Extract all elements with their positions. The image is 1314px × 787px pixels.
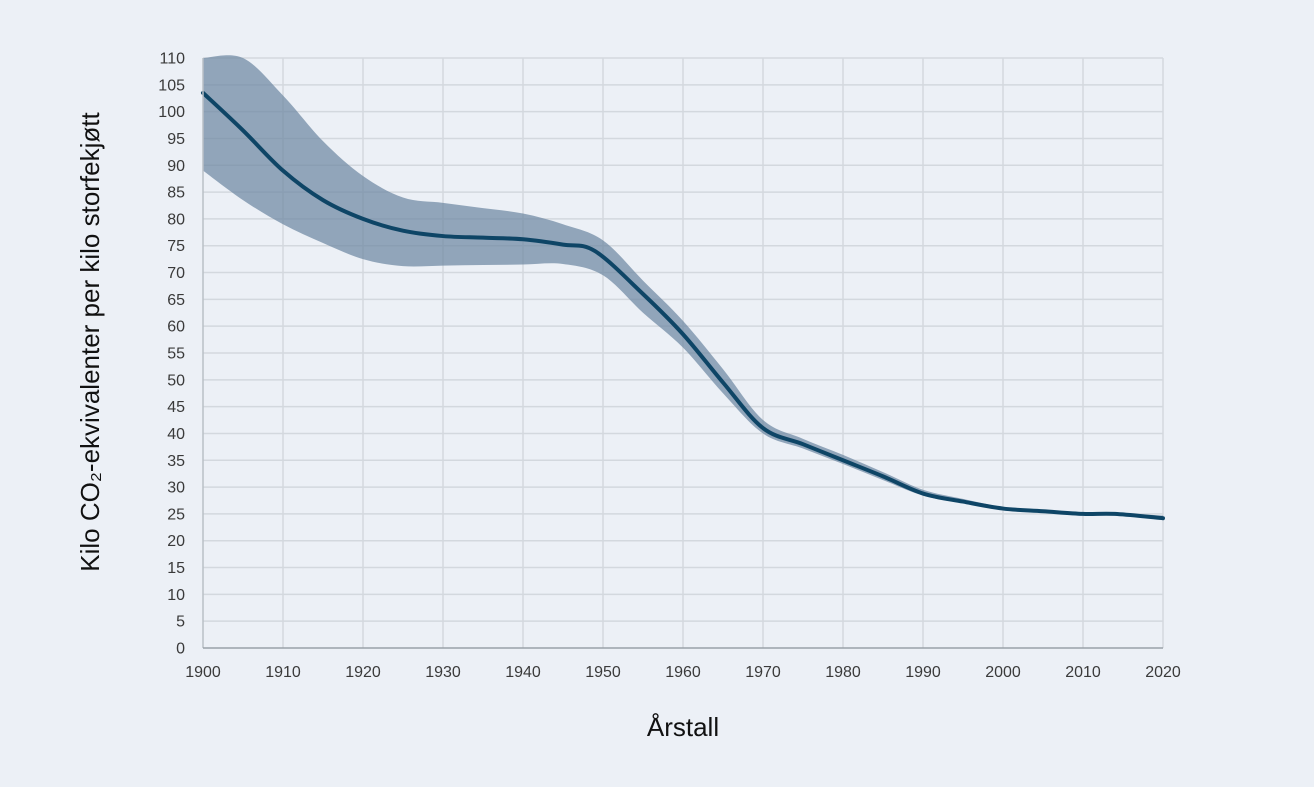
y-tick-label: 20 — [167, 533, 185, 550]
x-tick-labels: 1900 1910 1920 1930 1940 1950 1960 1970 1980 1990… — [185, 664, 1181, 681]
y-tick-label: 55 — [167, 346, 185, 363]
y-tick-label: 75 — [167, 238, 185, 255]
y-tick-label: 80 — [167, 211, 185, 228]
x-tick-label: 2010 — [1065, 664, 1101, 681]
x-tick-label: 2000 — [985, 664, 1021, 681]
y-tick-label: 40 — [167, 426, 185, 443]
y-tick-label: 50 — [167, 372, 185, 389]
series-line-layer — [201, 90, 1165, 521]
y-tick-label: 65 — [167, 292, 185, 309]
y-tick-labels: 0 5 10 15 20 25 30 35 40 45 50 55 60 65 70 75 80 85 90 95 10… — [158, 51, 185, 658]
x-tick-label: 1990 — [905, 664, 941, 681]
x-tick-label: 1910 — [265, 664, 301, 681]
y-tick-label: 95 — [167, 131, 185, 148]
x-tick-label: 1970 — [745, 664, 781, 681]
y-tick-label: 105 — [158, 77, 185, 94]
y-tick-label: 70 — [167, 265, 185, 282]
x-tick-label: 1960 — [665, 664, 701, 681]
axes — [202, 58, 1163, 649]
y-tick-label: 85 — [167, 185, 185, 202]
grid — [203, 57, 1164, 648]
y-tick-label: 10 — [167, 587, 185, 604]
y-tick-label: 0 — [176, 641, 185, 658]
y-tick-label: 100 — [158, 104, 185, 121]
x-tick-label: 1920 — [345, 664, 381, 681]
y-tick-label: 110 — [159, 51, 185, 68]
x-tick-label: 1900 — [185, 664, 221, 681]
y-tick-label: 45 — [167, 399, 185, 416]
y-tick-label: 15 — [167, 560, 185, 577]
emissions-line — [201, 90, 1165, 521]
x-tick-label: 1930 — [425, 664, 461, 681]
x-tick-label: 1980 — [825, 664, 861, 681]
x-tick-label: 1950 — [585, 664, 621, 681]
y-axis-title: Kilo CO₂-ekvivalenter per kilo storfekjø… — [75, 112, 105, 572]
y-tick-label: 30 — [167, 480, 185, 497]
x-tick-label: 1940 — [505, 664, 541, 681]
x-axis-title: Årstall — [647, 712, 719, 742]
y-tick-label: 25 — [167, 506, 185, 523]
x-tick-label: 2020 — [1145, 664, 1181, 681]
y-tick-label: 5 — [176, 614, 185, 631]
y-tick-label: 90 — [167, 158, 185, 175]
y-tick-label: 60 — [167, 319, 185, 336]
y-tick-label: 35 — [167, 453, 185, 470]
